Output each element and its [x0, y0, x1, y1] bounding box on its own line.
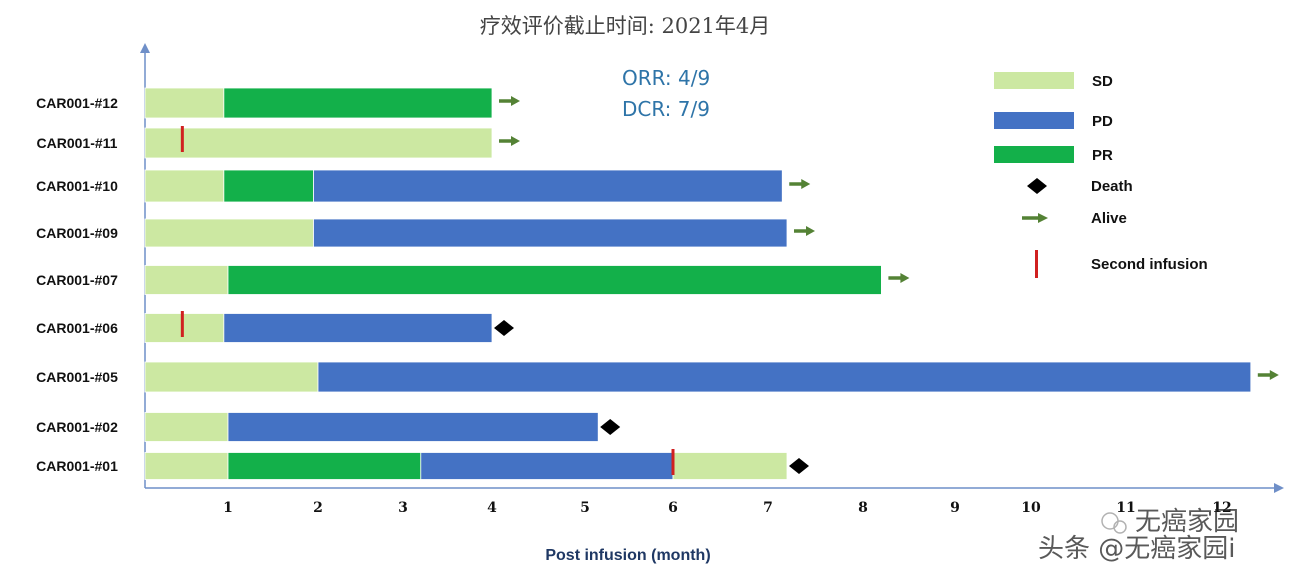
patient-row: [144, 311, 514, 343]
legend: SD PD PR Death Alive Second infusion: [994, 72, 1208, 278]
alive-arrow-head: [900, 273, 910, 283]
bar-segment-pd: [313, 218, 788, 248]
legend-swatch-pr: [994, 146, 1074, 163]
patient-label: CAR001-#07: [36, 272, 118, 288]
bars: [144, 87, 1279, 480]
alive-arrow-head: [801, 179, 811, 189]
legend-label: Alive: [1091, 210, 1127, 227]
chart-title: 疗效评价截止时间: 2021年4月: [480, 14, 771, 38]
legend-item: SD: [994, 72, 1113, 90]
bar-segment-pd: [223, 313, 493, 343]
x-tick-label: 5: [580, 500, 590, 516]
patient-row: [144, 361, 1279, 393]
x-tick-label: 7: [763, 500, 773, 516]
dcr-annotation: DCR: 7/9: [622, 97, 710, 121]
bar-segment-sd: [144, 87, 225, 119]
x-tick-label: 9: [950, 500, 960, 516]
patient-label: CAR001-#09: [36, 225, 118, 241]
bar-segment-sd: [144, 452, 229, 480]
x-tick-label: 2: [313, 500, 323, 516]
bar-segment-sd: [144, 265, 229, 295]
patient-row: [144, 412, 621, 442]
patient-row: [144, 265, 910, 295]
bar-segment-pr: [223, 87, 493, 119]
alive-arrow-head: [1269, 370, 1279, 380]
bar-segment-sd: [144, 313, 225, 343]
legend-label: Death: [1091, 178, 1133, 195]
legend-second-infusion-marker: [1035, 250, 1038, 278]
x-tick-label: 3: [398, 500, 408, 516]
legend-label: PR: [1092, 147, 1113, 164]
watermark-logo-text: 无癌家园: [1135, 507, 1239, 537]
patient-row: [144, 87, 520, 119]
death-marker: [494, 320, 514, 336]
bar-segment-pr: [227, 265, 882, 295]
patient-row: [144, 449, 809, 480]
bar-segment-sd: [144, 218, 314, 248]
legend-swatch-pd: [994, 112, 1074, 129]
legend-swatch-sd: [994, 72, 1074, 89]
bar-segment-pd: [313, 169, 783, 203]
death-marker: [600, 419, 621, 435]
patient-label: CAR001-#05: [36, 369, 118, 385]
legend-label: PD: [1092, 113, 1113, 130]
bar-segment-pr: [227, 452, 422, 480]
x-axis-arrow: [1274, 483, 1284, 493]
patient-row: [144, 126, 520, 159]
bar-segment-sd: [144, 169, 225, 203]
bar-segment-sd: [144, 361, 319, 393]
patient-row: [144, 169, 811, 203]
patient-label: CAR001-#02: [36, 419, 118, 435]
x-axis-label: Post infusion (month): [545, 547, 710, 564]
patient-row: [144, 218, 815, 248]
bar-segment-sd: [672, 452, 788, 480]
patient-label: CAR001-#11: [37, 135, 118, 151]
watermark-credit: 头条 @无癌家园i: [1038, 534, 1236, 564]
second-infusion-marker: [180, 126, 184, 152]
x-tick-label: 6: [668, 500, 678, 516]
patient-label: CAR001-#12: [36, 95, 118, 111]
legend-item: PR: [994, 146, 1113, 164]
orr-annotation: ORR: 4/9: [622, 66, 710, 90]
legend-death-diamond: [1027, 178, 1047, 194]
x-tick-label: 11: [1116, 500, 1135, 516]
second-infusion-marker: [180, 311, 184, 337]
bar-segment-sd: [144, 412, 229, 442]
alive-arrow-head: [806, 226, 815, 236]
alive-arrow-head: [511, 96, 520, 106]
legend-item: PD: [994, 112, 1113, 130]
legend-item: Second infusion: [1035, 250, 1208, 278]
x-tick-label: 1: [223, 500, 233, 516]
alive-arrow-head: [511, 136, 520, 146]
watermark: 无癌家园 头条 @无癌家园i: [1038, 507, 1239, 564]
y-labels: CAR001-#12 CAR001-#11 CAR001-#10 CAR001-#09…: [36, 95, 118, 474]
second-infusion-marker: [671, 449, 675, 475]
x-tick-label: 10: [1021, 500, 1041, 516]
death-marker: [789, 458, 809, 474]
bar-segment-pd: [227, 412, 599, 442]
legend-item: Death: [1027, 178, 1133, 195]
bar-segment-pd: [420, 452, 674, 480]
x-tick-labels: 1 2 3 4 5 6 7 8 9 10 11 12: [223, 500, 1232, 516]
wechat-icon: [1101, 512, 1127, 534]
legend-alive-arrow-head: [1038, 213, 1048, 223]
y-axis-arrow: [140, 43, 150, 53]
bar-segment-pr: [223, 169, 314, 203]
patient-label: CAR001-#01: [36, 458, 118, 474]
x-tick-label: 8: [858, 500, 868, 516]
patient-label: CAR001-#10: [36, 178, 118, 194]
legend-label: Second infusion: [1091, 256, 1208, 273]
x-tick-label: 4: [487, 500, 497, 516]
bar-segment-pd: [317, 361, 1252, 393]
legend-item: Alive: [1022, 210, 1127, 227]
x-tick-label: 12: [1212, 500, 1231, 516]
legend-label: SD: [1092, 73, 1113, 90]
patient-label: CAR001-#06: [36, 320, 118, 336]
bar-segment-sd: [144, 127, 493, 159]
